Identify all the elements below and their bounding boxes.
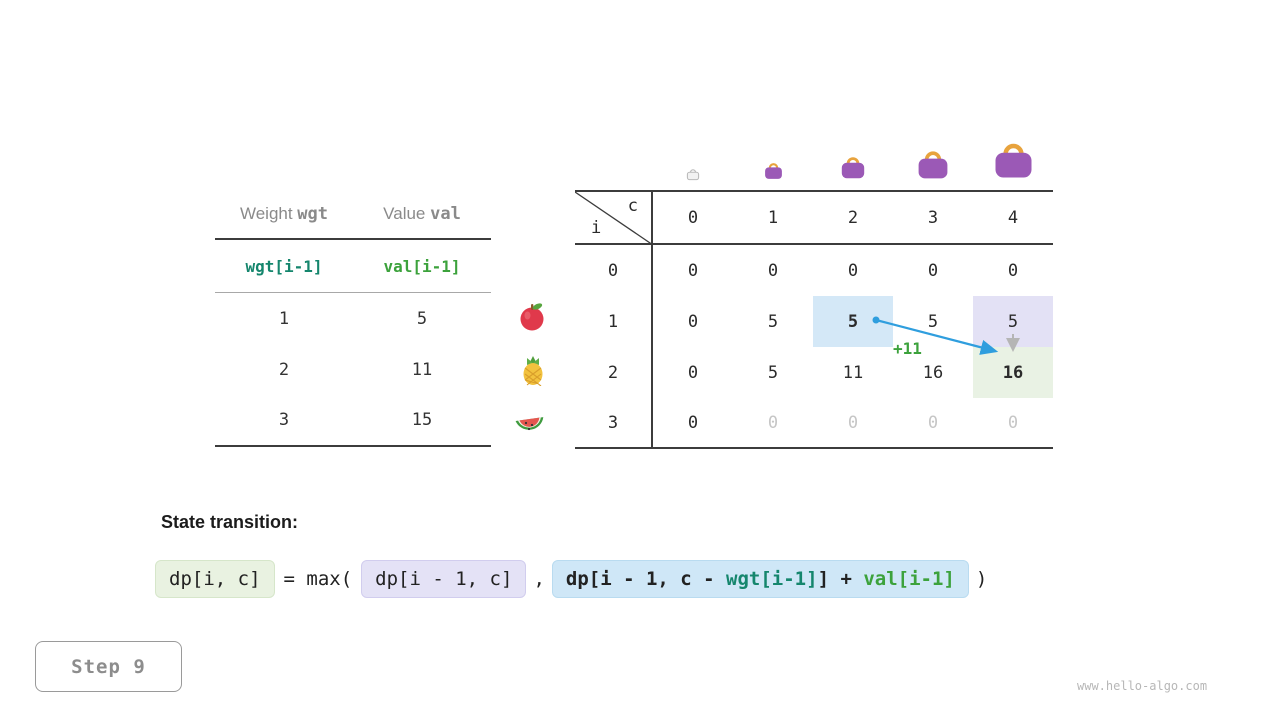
wgt-formula: wgt[i-1] [245, 256, 323, 276]
weight-header-text: Weight [239, 204, 298, 223]
col-header: 2 [813, 192, 893, 245]
dp-cell: 0 [767, 260, 779, 281]
row-variable-label: i [591, 218, 602, 238]
col-header: 4 [973, 192, 1053, 245]
dp-cell-above-highlighted: 5 [973, 296, 1053, 347]
dp-skip-term: dp[i - 1, c] [361, 560, 527, 598]
item-value: 11 [411, 359, 433, 380]
col-variable-label: c [627, 196, 638, 216]
equals-max-text: = max( [283, 568, 353, 590]
col-header: 3 [893, 192, 973, 245]
pineapple-icon [523, 356, 543, 386]
dp-cell: 16 [922, 362, 944, 383]
row-header: 3 [575, 398, 653, 449]
item-weight: 1 [278, 308, 290, 329]
take-term-mid: ] + [817, 568, 864, 590]
value-header-code: val [430, 204, 461, 224]
item-weight: 3 [278, 410, 290, 430]
value-header: Value val [353, 204, 491, 224]
dp-cell: 0 [927, 260, 939, 281]
comma-text: , [533, 568, 545, 590]
bag-icon-2 [841, 157, 865, 179]
take-term-val: val[i-1] [863, 568, 955, 590]
value-gain-annotation: +11 [893, 339, 922, 358]
state-transition-formula: dp[i, c] = max( dp[i - 1, c] , dp[i - 1,… [155, 560, 994, 598]
dp-cell: 0 [653, 398, 733, 449]
dp-cell-unfilled: 0 [973, 398, 1053, 449]
close-paren-text: ) [975, 568, 988, 590]
take-term-prefix: dp[i - 1, c - [565, 568, 727, 590]
item-value: 15 [411, 410, 433, 430]
dp-cell: 0 [687, 362, 699, 383]
watermelon-icon [515, 417, 544, 431]
row-header: 0 [575, 245, 653, 296]
items-formula-row: wgt[i-1] val[i-1] [215, 240, 491, 293]
dp-cell-unfilled: 0 [733, 398, 813, 449]
item-value: 5 [416, 308, 428, 329]
watermark: www.hello-algo.com [1077, 679, 1208, 693]
dp-cell: 0 [847, 260, 859, 281]
dp-table: i c 0 1 2 3 4 0 0 0 0 0 0 1 0 5 5 5 5 2 … [575, 190, 1053, 449]
value-header-text: Value [383, 204, 431, 223]
row-header: 2 [575, 347, 653, 398]
dp-cell-current-highlighted: 16 [973, 347, 1053, 398]
dp-cell: 0 [687, 311, 699, 332]
items-table-header: Weight wgt Value val [215, 190, 491, 240]
dp-cell: 0 [687, 260, 699, 281]
row-header: 1 [575, 296, 653, 347]
step-button[interactable]: Step 9 [35, 641, 182, 692]
dp-cell-source-highlighted: 5 [813, 296, 893, 347]
dp-cell-unfilled: 0 [813, 398, 893, 449]
dp-cell: 5 [767, 362, 779, 383]
dp-corner-cell: i c [575, 192, 653, 245]
dp-cell: 0 [1007, 260, 1019, 281]
col-header: 0 [653, 192, 733, 245]
dp-cell-unfilled: 0 [893, 398, 973, 449]
bag-icon-4 [995, 143, 1032, 178]
bag-icon-1 [765, 163, 782, 179]
val-formula: val[i-1] [383, 256, 461, 276]
col-header: 1 [733, 192, 813, 245]
item-row-3: 3 15 [215, 395, 491, 447]
dp-current-term: dp[i, c] [155, 560, 275, 598]
take-term-wgt: wgt[i-1] [726, 568, 818, 590]
dp-cell: 5 [767, 311, 779, 332]
bag-icon-0 [686, 169, 700, 181]
state-transition-heading: State transition: [161, 512, 299, 532]
item-weight: 2 [278, 359, 290, 380]
diagonal-divider [575, 192, 653, 245]
weight-header-code: wgt [297, 204, 329, 224]
items-table: Weight wgt Value val wgt[i-1] val[i-1] 1… [215, 190, 491, 447]
weight-header: Weight wgt [215, 204, 353, 224]
item-row-1: 1 5 [215, 293, 491, 344]
dp-take-term: dp[i - 1, c - wgt[i-1]] + val[i-1] [551, 560, 969, 598]
apple-icon [520, 303, 544, 331]
bag-icon-3 [918, 151, 948, 179]
item-row-2: 2 11 [215, 344, 491, 395]
dp-cell: 11 [842, 362, 864, 383]
